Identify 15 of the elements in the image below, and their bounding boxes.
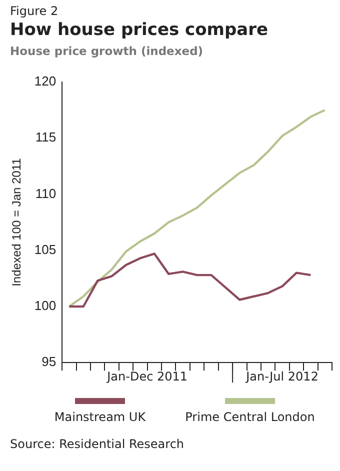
y-tick-label: 105: [34, 242, 56, 257]
text: Jan-Jul 2012: [245, 370, 318, 384]
caption: Figure 2: [10, 4, 58, 18]
source-note: Source: Residential Research: [10, 437, 184, 451]
y-tick-label: 110: [35, 186, 56, 201]
y-axis-title: Indexed 100 = Jan 2011: [10, 158, 24, 286]
y-tick-label: 95: [42, 354, 56, 370]
y-tick-label: 120: [34, 74, 56, 89]
y-tick-label: 115: [35, 130, 56, 145]
chart-subtitle: House price growth (indexed): [10, 44, 204, 58]
text: Jan-Dec 2011: [106, 370, 188, 384]
legend-label: Mainstream UK: [54, 410, 146, 424]
chart-title: How house prices compare: [10, 20, 268, 40]
legend-label: Prime Central London: [185, 410, 315, 424]
y-tick-label: 100: [34, 298, 56, 314]
